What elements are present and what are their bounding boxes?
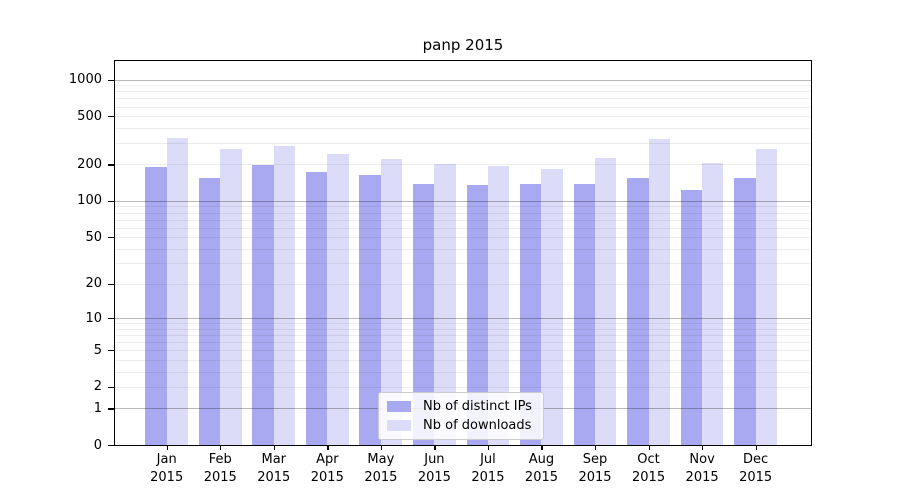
- y-tick-label: 1000: [68, 72, 102, 88]
- x-tick-label: Oct 2015: [632, 452, 666, 485]
- bar-downloads: [755, 149, 778, 445]
- x-tick-mark: [166, 446, 168, 450]
- x-tick-label: Aug 2015: [524, 452, 559, 485]
- y-tick-mark: [108, 283, 115, 286]
- x-tick-mark: [273, 446, 275, 450]
- y-tick-mark: [108, 79, 115, 81]
- y-tick-label: 2: [93, 379, 102, 395]
- bar-distinct-ips: [520, 183, 542, 445]
- bar-distinct-ips: [145, 167, 167, 445]
- bar-distinct-ips: [359, 175, 381, 445]
- x-tick-label: Sep 2015: [578, 452, 612, 485]
- legend-label-downloads: Nb of downloads: [423, 418, 532, 433]
- legend-swatch-distinct-ips-icon: [387, 401, 411, 412]
- y-tick-mark: [108, 350, 115, 352]
- x-tick-label: Jun 2015: [417, 452, 451, 485]
- x-tick-label: Apr 2015: [310, 452, 344, 485]
- y-tick-label: 50: [85, 229, 102, 245]
- bar-distinct-ips: [252, 165, 274, 445]
- x-tick-label: Nov 2015: [685, 452, 719, 485]
- bar-distinct-ips: [305, 172, 328, 445]
- x-tick-label: Jan 2015: [150, 452, 184, 485]
- y-tick-label: 10: [85, 310, 102, 326]
- legend-item-downloads: Nb of downloads: [379, 416, 543, 435]
- bar-distinct-ips: [198, 177, 221, 445]
- bar-distinct-ips: [573, 183, 595, 445]
- x-tick-label: Feb 2015: [203, 452, 237, 485]
- bar-downloads: [220, 148, 242, 445]
- chart-title: panp 2015: [422, 36, 504, 54]
- bar-distinct-ips: [627, 177, 649, 445]
- x-tick-label: Jul 2015: [471, 452, 505, 485]
- y-tick-label: 200: [77, 156, 102, 172]
- x-tick-label: Mar 2015: [257, 452, 291, 485]
- y-tick-mark: [108, 237, 115, 239]
- legend-label-distinct-ips: Nb of distinct IPs: [423, 399, 532, 414]
- y-tick-mark: [108, 408, 115, 410]
- x-tick-mark: [755, 446, 757, 450]
- bar-downloads: [487, 165, 510, 445]
- legend-swatch-downloads-icon: [387, 420, 411, 431]
- x-tick-mark: [702, 446, 704, 450]
- bar-downloads: [595, 157, 617, 445]
- legend-item-distinct-ips: Nb of distinct IPs: [379, 397, 543, 416]
- plot-area: [114, 60, 812, 446]
- bar-distinct-ips: [680, 190, 703, 445]
- x-tick-mark: [487, 446, 490, 450]
- y-tick-mark: [108, 116, 115, 118]
- legend: Nb of distinct IPs Nb of downloads: [378, 392, 544, 440]
- x-tick-mark: [220, 446, 222, 450]
- bar-downloads: [327, 154, 349, 445]
- x-tick-mark: [380, 446, 383, 450]
- bar-downloads: [380, 158, 403, 445]
- bar-distinct-ips: [466, 184, 488, 445]
- bar-downloads: [273, 146, 296, 445]
- x-tick-label: May 2015: [364, 452, 398, 485]
- y-tick-label: 20: [85, 276, 102, 292]
- y-tick-mark: [108, 318, 115, 320]
- x-tick-mark: [648, 446, 650, 450]
- x-tick-label: Dec 2015: [739, 452, 773, 485]
- y-tick-label: 1: [93, 400, 102, 416]
- bar-distinct-ips: [734, 177, 756, 445]
- y-tick-mark: [108, 445, 115, 447]
- y-tick-label: 0: [93, 437, 102, 453]
- bar-downloads: [702, 163, 724, 445]
- y-tick-mark: [108, 164, 115, 166]
- y-tick-label: 100: [77, 193, 102, 209]
- x-tick-mark: [541, 446, 543, 450]
- y-tick-mark: [108, 200, 115, 203]
- x-tick-mark: [327, 446, 329, 450]
- bar-downloads: [541, 169, 563, 445]
- y-tick-label: 500: [77, 108, 102, 124]
- bars-layer: [115, 61, 811, 445]
- x-tick-mark: [595, 446, 597, 450]
- bar-downloads: [648, 138, 670, 445]
- x-tick-mark: [434, 446, 436, 450]
- y-tick-label: 5: [93, 342, 102, 358]
- bar-downloads: [434, 164, 456, 445]
- bar-downloads: [166, 138, 189, 445]
- bar-distinct-ips: [413, 183, 435, 445]
- y-tick-mark: [108, 386, 115, 389]
